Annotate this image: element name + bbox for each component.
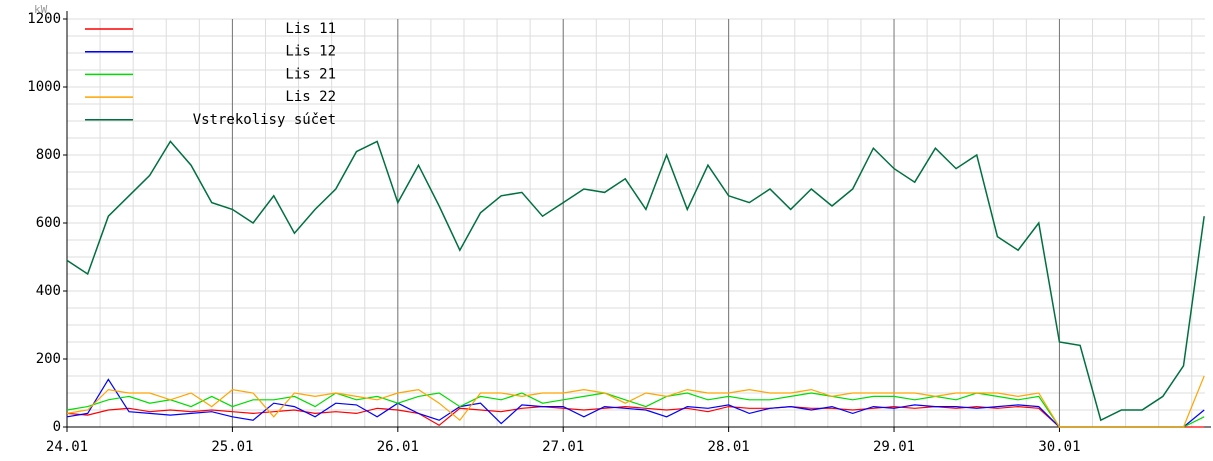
y-tick-label: 1000 — [27, 79, 61, 95]
legend-label: Vstrekolisy súčet — [193, 112, 336, 128]
x-tick-label: 24.01 — [46, 439, 88, 455]
series-line — [66, 140, 1205, 422]
y-tick-label: 800 — [36, 147, 61, 163]
x-tick-label: 29.01 — [873, 439, 915, 455]
y-tick-label: 0 — [53, 419, 61, 435]
series-line — [66, 378, 1205, 428]
legend-label: Lis 22 — [285, 89, 336, 105]
y-tick-label: 200 — [36, 351, 61, 367]
y-tick-label: 1200 — [27, 11, 61, 27]
y-axis-unit: kW — [34, 3, 48, 16]
x-tick-label: 27.01 — [542, 439, 584, 455]
series-line — [66, 392, 1205, 428]
legend-label: Lis 12 — [285, 44, 336, 60]
series-line — [66, 405, 1205, 428]
x-tick-label: 28.01 — [708, 439, 750, 455]
legend-label: Lis 21 — [285, 66, 336, 82]
x-tick-label: 30.01 — [1038, 439, 1080, 455]
series-line — [66, 375, 1205, 428]
y-tick-label: 400 — [36, 283, 61, 299]
x-tick-label: 25.01 — [211, 439, 253, 455]
legend-label: Lis 11 — [285, 21, 336, 37]
x-tick-label: 26.01 — [377, 439, 419, 455]
y-tick-label: 600 — [36, 215, 61, 231]
